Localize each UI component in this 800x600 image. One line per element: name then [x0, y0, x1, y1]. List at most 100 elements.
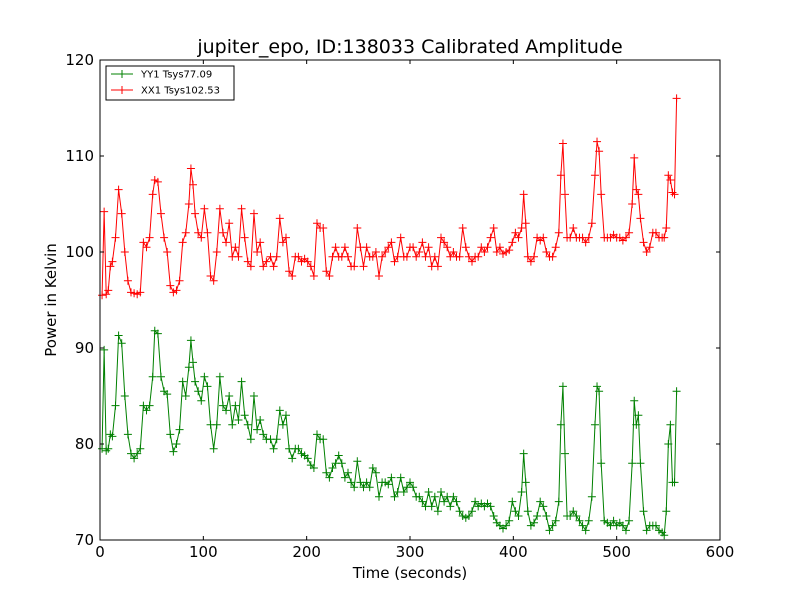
legend-box — [105, 65, 235, 101]
data-point-1-42 — [218, 228, 227, 237]
data-point-1-28 — [178, 238, 187, 247]
data-point-0-76 — [325, 473, 334, 482]
data-point-1-122 — [468, 257, 476, 266]
data-point-0-171 — [609, 516, 618, 525]
data-point-0-121 — [464, 512, 473, 520]
data-point-1-38 — [206, 272, 215, 280]
data-point-1-10 — [123, 276, 132, 285]
data-point-1-116 — [449, 248, 458, 256]
data-point-1-51 — [246, 262, 255, 271]
data-point-0-192 — [666, 420, 675, 429]
data-point-1-154 — [561, 190, 569, 199]
data-point-1-153 — [558, 139, 567, 148]
data-point-1-147 — [542, 248, 551, 256]
data-point-0-110 — [430, 492, 439, 501]
data-point-0-55 — [259, 430, 268, 439]
data-point-1-131 — [495, 243, 504, 252]
data-point-1-35 — [197, 233, 206, 242]
data-point-0-147 — [542, 512, 551, 520]
plot-frame — [99, 59, 721, 541]
data-point-1-129 — [489, 224, 498, 232]
data-point-1-55 — [259, 262, 268, 271]
data-point-1-81 — [340, 243, 349, 252]
data-point-1-7 — [114, 185, 123, 194]
data-point-0-145 — [536, 497, 545, 506]
data-point-1-124 — [474, 252, 483, 261]
data-point-0-117 — [452, 497, 461, 506]
data-point-0-140 — [521, 478, 530, 487]
data-point-1-16 — [142, 243, 151, 252]
data-point-1-113 — [440, 238, 449, 247]
data-point-1-135 — [508, 238, 517, 247]
y-tick-label-0: 70 — [75, 531, 94, 549]
data-point-1-5 — [108, 257, 117, 266]
legend: YY1 Tsys77.09 XX1 Tsys102.53 — [105, 65, 235, 101]
data-point-0-82 — [344, 468, 352, 477]
data-point-1-23 — [163, 248, 172, 256]
data-point-0-103 — [409, 483, 418, 492]
data-point-1-75 — [322, 267, 331, 276]
data-point-0-134 — [505, 516, 514, 525]
data-point-1-78 — [331, 243, 340, 252]
data-point-0-176 — [625, 516, 634, 525]
data-point-0-113 — [440, 497, 449, 506]
data-point-1-157 — [569, 224, 578, 232]
data-point-1-107 — [421, 252, 430, 261]
data-point-1-134 — [505, 246, 514, 255]
data-point-1-146 — [539, 233, 548, 242]
data-point-1-110 — [430, 252, 439, 261]
data-point-0-37 — [203, 382, 212, 391]
data-point-0-191 — [664, 440, 673, 448]
data-point-1-179 — [632, 185, 641, 194]
data-point-1-50 — [243, 257, 252, 266]
data-point-1-162 — [584, 233, 593, 242]
legend-entry-xx1: XX1 Tsys102.53 — [111, 86, 220, 97]
data-point-0-2 — [102, 446, 111, 455]
data-point-0-195 — [672, 387, 681, 396]
data-point-1-44 — [225, 219, 234, 228]
data-point-1-53 — [253, 248, 262, 256]
data-point-0-97 — [390, 492, 399, 501]
data-point-1-166 — [595, 147, 604, 156]
data-point-0-153 — [558, 382, 567, 391]
data-point-1-32 — [189, 180, 197, 189]
data-point-0-146 — [539, 502, 548, 511]
data-point-1-63 — [285, 267, 294, 276]
data-point-0-24 — [166, 430, 175, 439]
data-point-1-152 — [556, 171, 565, 180]
data-point-0-13 — [133, 449, 142, 458]
data-point-0-14 — [136, 444, 145, 453]
data-point-1-60 — [275, 214, 284, 223]
data-point-1-97 — [390, 257, 399, 266]
data-point-0-194 — [670, 478, 679, 487]
data-point-0-115 — [446, 502, 455, 511]
data-point-0-91 — [371, 468, 380, 477]
data-point-0-35 — [197, 396, 206, 405]
data-point-0-178 — [630, 396, 639, 405]
data-point-0-62 — [282, 411, 290, 420]
data-point-1-130 — [492, 248, 501, 256]
data-point-0-164 — [590, 420, 599, 429]
data-point-0-29 — [181, 392, 190, 400]
data-point-0-39 — [209, 444, 218, 453]
data-point-1-27 — [175, 276, 184, 285]
data-point-1-149 — [548, 252, 557, 261]
data-point-0-18 — [148, 372, 157, 381]
data-point-1-164 — [590, 171, 599, 180]
plot-area — [100, 60, 720, 540]
data-point-0-34 — [194, 387, 203, 396]
data-point-1-3 — [104, 286, 113, 295]
data-point-0-149 — [548, 521, 557, 530]
data-point-1-150 — [551, 243, 560, 252]
data-point-1-36 — [200, 204, 209, 213]
data-point-0-5 — [108, 432, 117, 441]
data-point-1-192 — [666, 176, 675, 184]
data-point-0-45 — [228, 420, 237, 429]
data-point-1-182 — [639, 238, 648, 247]
data-point-0-100 — [399, 488, 408, 496]
y-tick-label-5: 120 — [65, 51, 94, 69]
data-point-0-182 — [639, 507, 648, 516]
data-point-1-15 — [139, 238, 148, 247]
data-point-0-135 — [508, 497, 517, 506]
data-point-0-42 — [218, 401, 227, 410]
